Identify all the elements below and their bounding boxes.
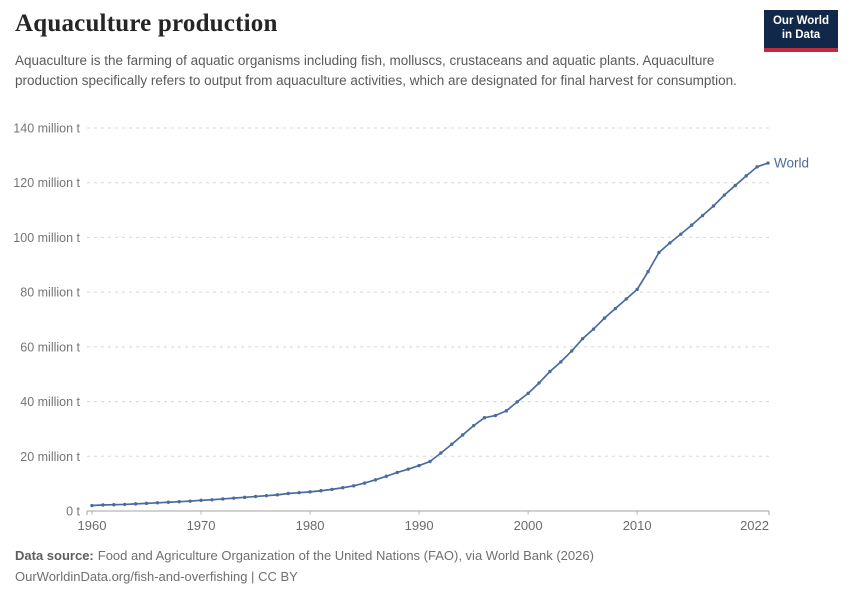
x-axis-tick-label: 2010 <box>623 518 652 533</box>
data-point[interactable] <box>319 489 323 493</box>
data-point[interactable] <box>689 223 694 227</box>
data-point[interactable] <box>646 269 650 274</box>
owid-logo-line1: Our World <box>772 15 829 27</box>
data-source-text: Food and Agriculture Organization of the… <box>97 548 594 563</box>
data-point[interactable] <box>559 360 563 364</box>
x-axis-tick-label: 1960 <box>78 518 107 533</box>
data-point[interactable] <box>613 306 618 311</box>
data-point[interactable] <box>351 484 356 488</box>
data-point[interactable] <box>504 409 509 413</box>
data-point[interactable] <box>700 213 705 218</box>
data-point[interactable] <box>362 481 367 485</box>
data-point[interactable] <box>253 494 258 499</box>
data-point[interactable] <box>711 204 716 208</box>
data-point[interactable] <box>101 503 105 507</box>
data-point[interactable] <box>744 174 748 178</box>
license-text: CC BY <box>258 569 298 584</box>
data-point[interactable] <box>177 499 181 504</box>
data-point[interactable] <box>286 491 290 496</box>
y-axis-tick-label: 140 million t <box>13 122 80 136</box>
y-axis-tick-label: 100 million t <box>13 231 80 245</box>
data-point[interactable] <box>406 467 410 471</box>
chart-footer: Data source: Food and Agriculture Organiz… <box>15 545 594 587</box>
x-axis-tick-label: 2022 <box>740 518 769 533</box>
data-point[interactable] <box>580 336 585 341</box>
data-source-row: Data source: Food and Agriculture Organiz… <box>15 545 594 566</box>
x-axis-tick-label: 1980 <box>296 518 325 533</box>
owid-logo-line2: in Data <box>781 29 821 41</box>
license-row: OurWorldinData.org/fish-and-overfishing … <box>15 566 594 587</box>
world-line[interactable] <box>91 162 769 507</box>
data-point[interactable] <box>722 193 727 197</box>
chart-subtitle: Aquaculture is the farming of aquatic or… <box>15 53 737 88</box>
data-point[interactable] <box>133 502 138 506</box>
owid-url-text: OurWorldinData.org/fish-and-overfishing <box>15 569 248 584</box>
data-point[interactable] <box>264 493 269 498</box>
data-point[interactable] <box>275 493 280 497</box>
data-point[interactable] <box>188 499 192 503</box>
data-point[interactable] <box>428 459 432 464</box>
data-point[interactable] <box>384 474 389 478</box>
data-point[interactable] <box>602 316 607 320</box>
data-point[interactable] <box>155 501 160 505</box>
data-point[interactable] <box>123 502 127 507</box>
data-point[interactable] <box>537 381 541 385</box>
data-point[interactable] <box>493 413 498 418</box>
data-point[interactable] <box>395 470 399 475</box>
data-point[interactable] <box>417 463 421 468</box>
y-axis-tick-label: 120 million t <box>13 176 80 190</box>
y-axis-tick-label: 20 million t <box>20 450 80 464</box>
data-point[interactable] <box>679 232 683 236</box>
data-point[interactable] <box>624 297 628 301</box>
data-point[interactable] <box>199 498 203 503</box>
data-point[interactable] <box>112 503 116 507</box>
data-point[interactable] <box>330 487 334 492</box>
data-point[interactable] <box>755 165 759 169</box>
data-point[interactable] <box>733 183 737 188</box>
data-point[interactable] <box>526 391 530 396</box>
data-point[interactable] <box>450 442 454 446</box>
data-point[interactable] <box>166 500 171 504</box>
data-point[interactable] <box>635 287 639 292</box>
data-point[interactable] <box>657 250 661 255</box>
data-point[interactable] <box>515 400 519 404</box>
y-axis-tick-label: 40 million t <box>20 395 80 409</box>
footer-separator: | <box>251 569 255 584</box>
y-axis-tick-label: 0 t <box>66 505 80 519</box>
data-point[interactable] <box>471 423 476 428</box>
data-point[interactable] <box>373 478 378 482</box>
data-point[interactable] <box>766 161 770 165</box>
data-point[interactable] <box>90 503 94 508</box>
x-axis-tick-label: 1990 <box>405 518 434 533</box>
series-end-label[interactable]: World <box>774 156 809 171</box>
data-point[interactable] <box>548 369 552 374</box>
page-title: Aquaculture production <box>15 10 278 37</box>
data-source-label: Data source: <box>15 548 94 563</box>
data-point[interactable] <box>210 498 214 502</box>
data-point[interactable] <box>439 451 443 455</box>
owid-logo[interactable]: Our World in Data <box>764 10 838 52</box>
data-point[interactable] <box>297 490 301 495</box>
data-point[interactable] <box>221 497 225 501</box>
x-axis-tick-label: 1970 <box>187 518 216 533</box>
data-point[interactable] <box>591 327 596 331</box>
data-point[interactable] <box>341 486 345 490</box>
data-point[interactable] <box>308 490 312 494</box>
y-axis-tick-label: 60 million t <box>20 340 80 354</box>
series-world[interactable]: World <box>90 156 809 508</box>
data-point[interactable] <box>668 241 672 245</box>
data-point[interactable] <box>242 495 247 500</box>
data-point[interactable] <box>144 501 149 506</box>
data-point[interactable] <box>461 433 465 437</box>
data-point[interactable] <box>482 416 487 420</box>
y-axis-tick-label: 80 million t <box>20 286 80 300</box>
data-point[interactable] <box>570 349 574 353</box>
data-point[interactable] <box>232 496 236 500</box>
x-axis-tick-label: 2000 <box>514 518 543 533</box>
